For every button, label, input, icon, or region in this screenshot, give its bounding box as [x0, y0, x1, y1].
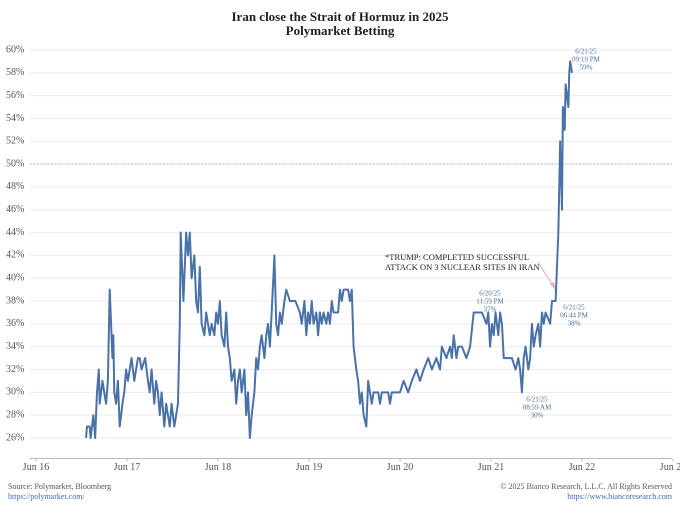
y-tick-label: 30%	[6, 387, 24, 398]
copyright: © 2025 Bianco Research, L.L.C. All Right…	[500, 482, 672, 491]
annotation: 30%	[531, 412, 544, 420]
x-tick-label: Jun 21	[478, 462, 504, 473]
y-tick-label: 34%	[6, 341, 24, 352]
y-tick-label: 50%	[6, 158, 24, 169]
y-tick-label: 42%	[6, 250, 24, 261]
annotation: 6/20/25	[479, 290, 501, 298]
y-tick-label: 52%	[6, 136, 24, 147]
annotation: 6/21/25	[526, 396, 548, 404]
annotation: 06:44 PM	[560, 312, 589, 320]
y-tick-label: 56%	[6, 90, 24, 101]
series-line	[85, 60, 573, 439]
annotation: ATTACK ON 3 NUCLEAR SITES IN IRAN	[385, 262, 540, 272]
y-tick-label: 54%	[6, 113, 24, 124]
y-tick-label: 58%	[6, 67, 24, 78]
y-tick-label: 28%	[6, 409, 24, 420]
y-tick-label: 48%	[6, 181, 24, 192]
annotation: 38%	[568, 320, 581, 328]
x-tick-label: Jun 18	[205, 462, 231, 473]
annotation: 08:59 AM	[523, 404, 552, 412]
chart-subtitle: Polymarket Betting	[286, 23, 395, 38]
y-tick-label: 26%	[6, 432, 24, 443]
x-tick-label: Jun 23	[660, 462, 680, 473]
arrow-head	[550, 282, 555, 289]
x-tick-label: Jun 16	[23, 462, 49, 473]
x-tick-label: Jun 19	[296, 462, 322, 473]
annotation: 59%	[580, 64, 593, 72]
y-tick-label: 32%	[6, 364, 24, 375]
annotation: 6/21/25	[575, 48, 597, 56]
copyright-link[interactable]: https://www.biancoresearch.com	[567, 492, 673, 501]
chart-title: Iran close the Strait of Hormuz in 2025	[231, 9, 449, 24]
annotation: *TRUMP: COMPLETED SUCCESSFUL	[385, 252, 529, 262]
annotation: 09:19 PM	[572, 56, 601, 64]
source-link[interactable]: https://polymarket.com/	[8, 492, 85, 501]
y-tick-label: 46%	[6, 204, 24, 215]
y-tick-label: 38%	[6, 295, 24, 306]
annotation: 37%	[484, 306, 497, 314]
x-tick-label: Jun 17	[114, 462, 140, 473]
y-tick-label: 44%	[6, 227, 24, 238]
y-tick-label: 60%	[6, 44, 24, 55]
annotation: 11:59 PM	[476, 298, 504, 306]
annotation: 6/21/25	[563, 304, 585, 312]
x-tick-label: Jun 22	[569, 462, 595, 473]
x-tick-label: Jun 20	[387, 462, 413, 473]
y-tick-label: 36%	[6, 318, 24, 329]
y-tick-label: 40%	[6, 273, 24, 284]
source: Source: Polymarket, Bloomberg	[8, 482, 111, 491]
